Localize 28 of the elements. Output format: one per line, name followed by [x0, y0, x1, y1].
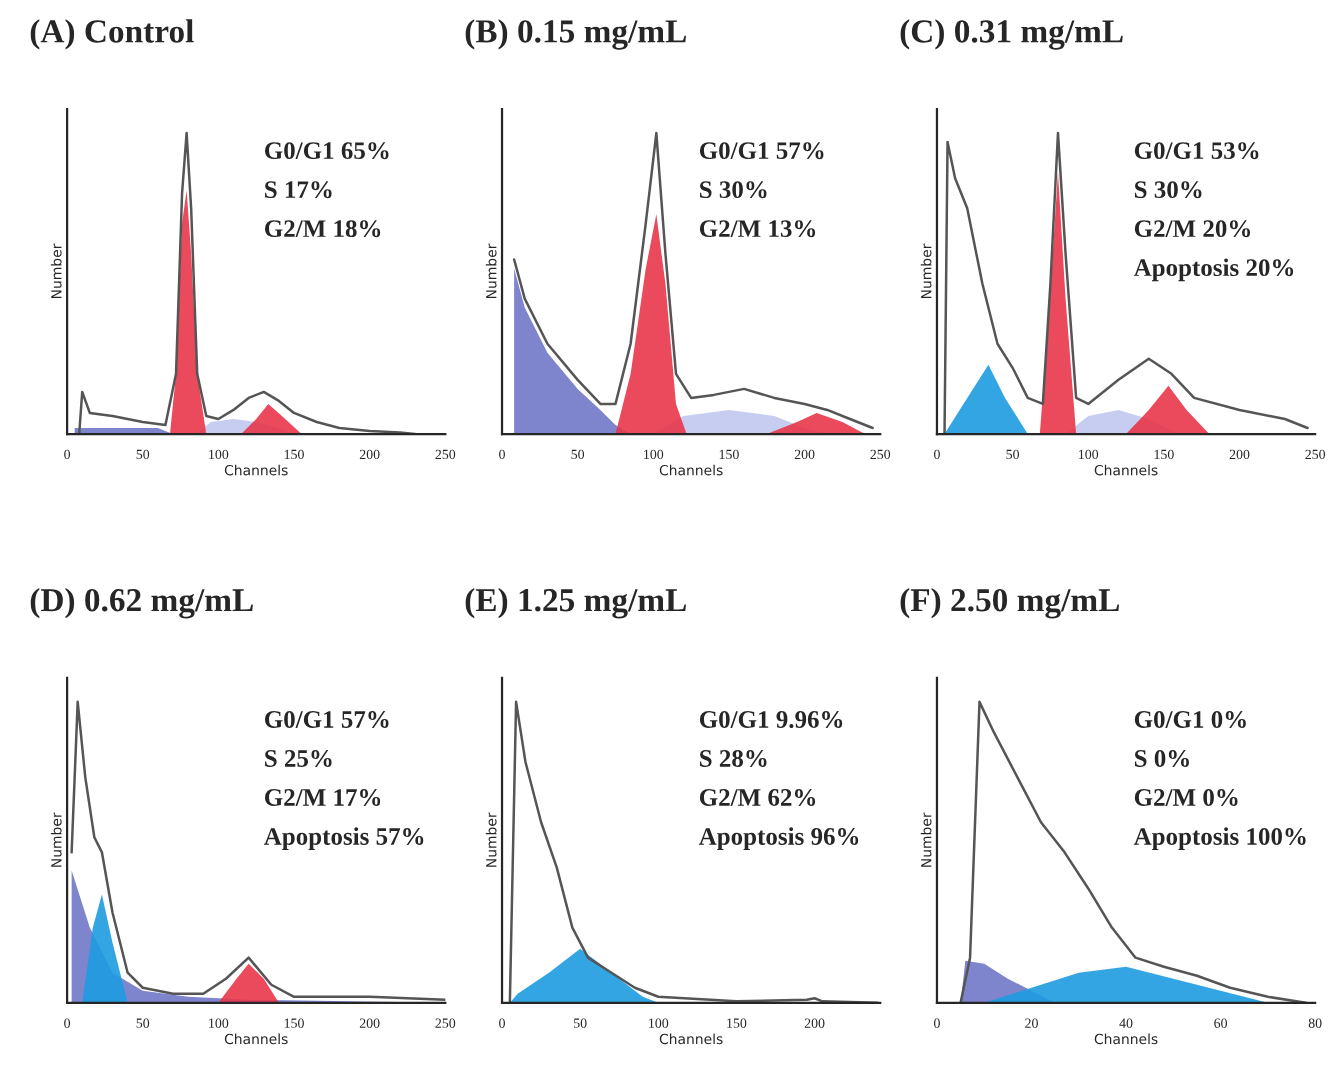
annotation: S 30%	[1134, 181, 1202, 199]
annotation: S 30%	[700, 181, 767, 199]
annotation: G0/G1 0%	[1134, 711, 1246, 728]
annotation: Apoptosis 20%	[1133, 258, 1294, 282]
annotation: S 28%	[700, 750, 767, 767]
chart-title: (E) 1.25 mg/mL	[465, 587, 686, 619]
chart-title: (C) 0.31 mg/mL	[900, 19, 1123, 50]
chart-title: (F) 2.50 mg/mL	[900, 587, 1119, 619]
annotation: G2/M 18%	[264, 220, 381, 238]
annotation: G2/M 13%	[699, 220, 816, 238]
annotation: G0/G1 53%	[1134, 142, 1259, 160]
annotation: Apoptosis 57%	[264, 827, 424, 850]
annotation: G0/G1 9.96%	[699, 711, 843, 728]
annotation: S 17%	[265, 181, 332, 199]
chart-title: (D) 0.62 mg/mL	[30, 587, 253, 619]
chart-title: (B) 0.15 mg/mL	[465, 19, 686, 50]
annotation: Apoptosis 96%	[698, 827, 859, 850]
annotation: Apoptosis 100%	[1133, 827, 1306, 850]
chart-title: (A) Control	[30, 19, 194, 50]
annotation: G0/G1 65%	[264, 142, 389, 160]
annotation: G2/M 62%	[699, 789, 816, 806]
annotation: S 25%	[265, 750, 332, 767]
annotation: S 0%	[1134, 750, 1189, 767]
annotation: G0/G1 57%	[699, 142, 824, 160]
annotation: G2/M 0%	[1134, 789, 1238, 806]
annotation: G2/M 20%	[1134, 220, 1251, 238]
annotation: G0/G1 57%	[264, 711, 389, 728]
annotation: G2/M 17%	[264, 789, 381, 806]
